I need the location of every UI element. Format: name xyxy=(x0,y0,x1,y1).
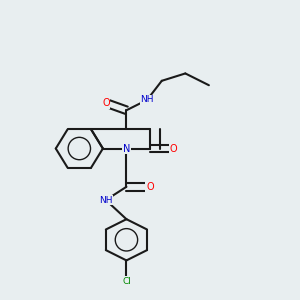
Text: O: O xyxy=(102,98,110,108)
Text: O: O xyxy=(170,143,177,154)
Text: O: O xyxy=(146,182,154,192)
Text: Cl: Cl xyxy=(122,277,131,286)
Text: N: N xyxy=(123,143,130,154)
Text: NH: NH xyxy=(99,196,112,205)
Text: NH: NH xyxy=(140,95,154,104)
